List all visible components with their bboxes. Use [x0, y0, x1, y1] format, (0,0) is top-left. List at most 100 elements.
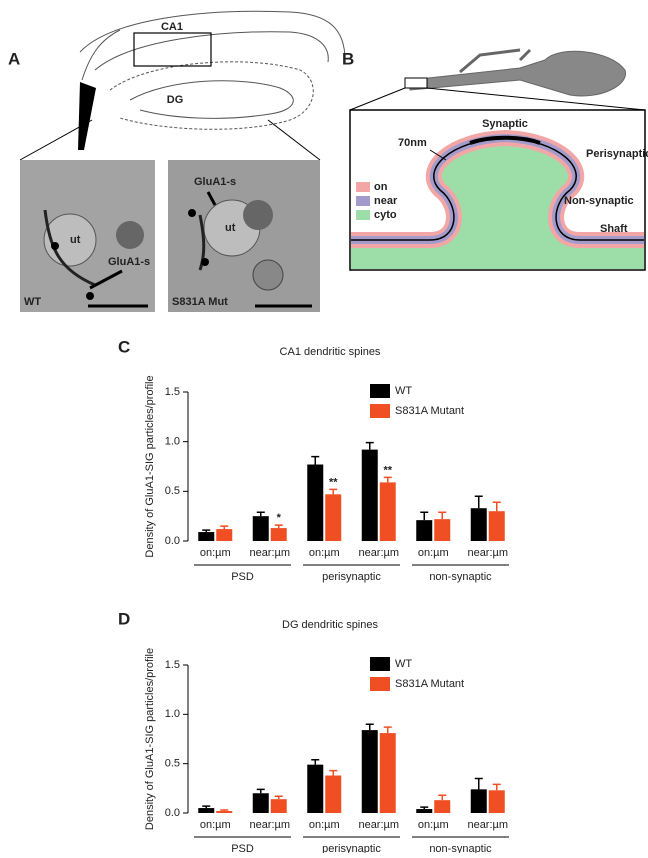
y-tick-label: 0.0: [165, 807, 180, 819]
bar: [416, 809, 433, 813]
error-bar: [492, 783, 501, 791]
error-bar: [365, 441, 374, 450]
y-tick-label: 0.5: [165, 485, 180, 497]
bar: [270, 799, 287, 813]
error-bar: [220, 809, 229, 812]
error-bar: [274, 795, 283, 800]
x-tick-label: near:µm: [358, 547, 399, 559]
zoom-line: [426, 87, 646, 111]
em-label: ut: [225, 222, 236, 234]
hippocampus-sketch: [79, 10, 346, 130]
legend-swatch: [370, 404, 390, 418]
legend-swatch: [356, 182, 370, 192]
y-tick-label: 1.5: [165, 386, 180, 398]
bar: [216, 811, 233, 813]
x-tick-label: on:µm: [309, 547, 340, 559]
spine-diagram: [351, 129, 644, 269]
legend-label: S831A Mutant: [395, 405, 464, 417]
error-bar: [438, 794, 447, 801]
significance-label: **: [383, 464, 392, 476]
x-tick-label: near:µm: [249, 819, 290, 831]
bar: [470, 508, 487, 541]
error-bar: [311, 758, 320, 765]
bar: [252, 516, 269, 541]
error-bar: [329, 488, 338, 495]
error-bar: [329, 769, 338, 776]
zoom-line: [267, 119, 321, 161]
zoom-line: [19, 119, 93, 161]
x-tick-label: near:µm: [358, 819, 399, 831]
diagram-legend: on near cyto: [356, 181, 398, 221]
bar: [325, 494, 342, 541]
bar: [470, 789, 487, 813]
neuron-sketch: [409, 48, 626, 97]
diagram-label: Non-synaptic: [564, 195, 634, 207]
error-bar: [474, 777, 483, 790]
em-label: GluA1-s: [108, 256, 150, 268]
legend-label: S831A Mutant: [395, 678, 464, 690]
panel-letter: A: [8, 49, 20, 68]
x-tick-label: near:µm: [467, 819, 508, 831]
bar: [307, 764, 324, 813]
x-tick-label: on:µm: [418, 819, 449, 831]
bar: [198, 532, 215, 541]
bar: [361, 449, 378, 541]
error-bar: [383, 726, 392, 734]
legend-swatch: [356, 210, 370, 220]
diagram-label: 70nm: [398, 137, 427, 149]
error-bar: [365, 723, 374, 731]
error-bar: [492, 501, 501, 512]
bar: [216, 529, 233, 541]
bar: [307, 464, 324, 541]
zoom-box: [404, 77, 428, 89]
zoom-line: [349, 87, 406, 111]
y-axis-label: Density of GluA1-SIG particles/profile: [144, 648, 156, 830]
error-bar: [311, 455, 320, 465]
error-bar: [274, 524, 283, 529]
panel-letter: C: [118, 337, 130, 356]
group-label: perisynaptic: [322, 571, 381, 583]
region-label: CA1: [161, 21, 183, 33]
x-tick-label: on:µm: [200, 819, 231, 831]
em-label: WT: [24, 296, 41, 308]
zoom-box: [133, 32, 212, 67]
bar: [488, 511, 505, 541]
diagram-label: Perisynaptic: [586, 148, 648, 160]
error-bar: [420, 511, 429, 521]
panel-letter: D: [118, 609, 130, 628]
group-label: non-synaptic: [429, 571, 492, 583]
x-tick-label: near:µm: [467, 547, 508, 559]
bar: [361, 730, 378, 813]
diagram-label: Synaptic: [482, 118, 528, 130]
y-tick-label: 1.5: [165, 659, 180, 671]
chart-title: CA1 dendritic spines: [280, 346, 381, 358]
error-bar: [383, 476, 392, 483]
bar: [252, 793, 269, 813]
group-label: non-synaptic: [429, 843, 492, 853]
y-tick-label: 1.0: [165, 436, 180, 448]
bar: [379, 733, 396, 813]
legend-swatch: [370, 657, 390, 671]
region-label: DG: [167, 94, 184, 106]
legend-label: cyto: [374, 209, 397, 221]
legend-swatch: [356, 196, 370, 206]
legend-swatch: [370, 677, 390, 691]
error-bar: [202, 529, 211, 533]
x-tick-label: on:µm: [200, 547, 231, 559]
em-label: GluA1-s: [194, 176, 236, 188]
legend-label: WT: [395, 385, 412, 397]
legend-label: on: [374, 181, 388, 193]
group-label: PSD: [231, 571, 254, 583]
em-label: ut: [70, 234, 81, 246]
em-label: S831A Mut: [172, 296, 228, 308]
bar: [198, 808, 215, 813]
bar: [270, 528, 287, 541]
significance-label: **: [329, 476, 338, 488]
x-tick-label: on:µm: [418, 547, 449, 559]
legend-swatch: [370, 384, 390, 398]
diagram-label: Shaft: [600, 223, 628, 235]
y-tick-label: 1.0: [165, 708, 180, 720]
bar: [416, 520, 433, 541]
